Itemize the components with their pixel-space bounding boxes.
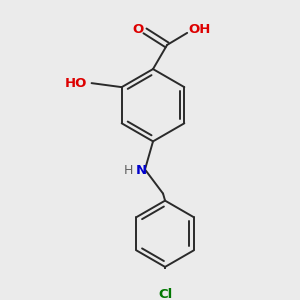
Text: OH: OH (188, 23, 210, 36)
Text: H: H (124, 164, 134, 177)
Text: N: N (135, 164, 146, 177)
Text: O: O (132, 23, 144, 36)
Text: HO: HO (64, 76, 87, 90)
Text: Cl: Cl (158, 287, 172, 300)
